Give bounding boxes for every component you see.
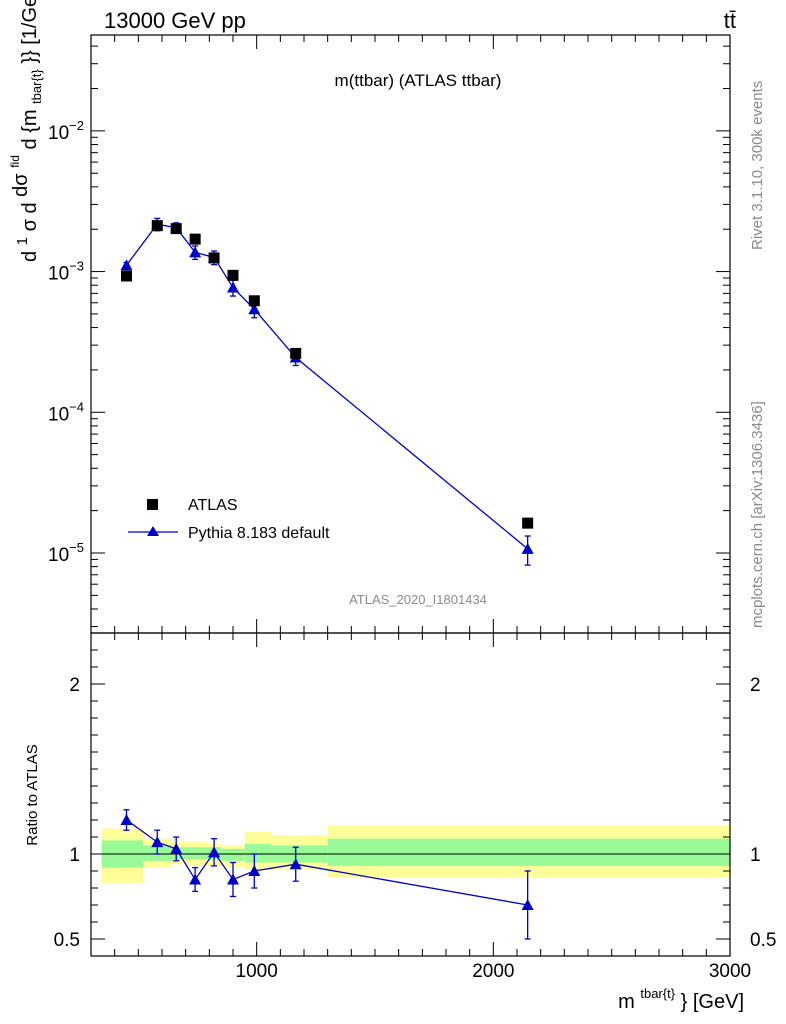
legend-mc-label: Pythia 8.183 default [188, 525, 330, 542]
atlas-point [151, 220, 163, 232]
ratio-point [120, 814, 133, 825]
main-axis-ticks [91, 35, 731, 633]
ratio-axis-ticks [91, 633, 731, 956]
main-y-tick-label: 10−4 [48, 399, 84, 425]
x-tick-label: 3000 [709, 961, 751, 982]
ylabel-dm: d {m [19, 110, 41, 150]
ylabel-d2: d [19, 202, 41, 213]
watermark: ATLAS_2020_I1801434 [349, 592, 487, 607]
mc-series [120, 217, 534, 566]
legend: ATLAS Pythia 8.183 default [128, 497, 330, 542]
ratio-panel: 0.5 0.5 1 1 2 2 1000 2000 3000 Ratio to ATLAS m … [24, 632, 777, 1013]
ratio-tick-labels: 0.5 0.5 1 1 2 2 1000 2000 3000 [54, 675, 777, 982]
tick-exponent: −4 [69, 399, 84, 414]
x-tick-label: 1000 [236, 961, 278, 982]
x-axis-label: m tbar{t} } [GeV] [618, 981, 744, 1013]
tick-base: 10 [48, 545, 69, 566]
tick-exponent: −5 [69, 540, 84, 555]
svg-text:d 1 σ: d 1 σ d dσ fid d {m tbar{t} }} [1/GeV] [2, 0, 46, 262]
ratio-point [208, 846, 221, 858]
mc-point [248, 303, 261, 315]
ylabel-d: d [19, 251, 41, 262]
mc-point [120, 259, 133, 271]
ylabel-fid: fid [8, 155, 22, 168]
atlas-point [522, 517, 534, 529]
xlabel-m: m [618, 991, 635, 1013]
atlas-point [208, 252, 220, 264]
main-y-tick-label: 10−5 [48, 540, 84, 566]
ratio-y-tick-label: 0.5 [54, 930, 80, 951]
energy-label: 13000 GeV pp [104, 8, 246, 33]
main-frame [90, 34, 731, 634]
xlabel-unit: } [GeV] [681, 991, 744, 1013]
ratio-point [151, 836, 164, 848]
ratio-y-tick-label: 2 [69, 675, 80, 696]
ratio-frame [90, 632, 731, 957]
ratio-point [227, 873, 239, 885]
mc-point [227, 281, 239, 293]
mcplots-label: mcplots.cern.ch [arXiv:1306.3436] [749, 401, 766, 628]
atlas-point [121, 270, 132, 282]
ylabel-unit: }} [1/GeV] [19, 0, 41, 64]
atlas-point [290, 347, 302, 359]
main-y-tick-labels: 10−210−310−410−5 [48, 118, 84, 566]
legend-atlas-marker [147, 499, 158, 510]
tick-base: 10 [48, 264, 69, 285]
ratio-point [289, 858, 302, 870]
rivet-label: Rivet 3.1.10, 300k events [749, 81, 766, 250]
tick-base: 10 [48, 404, 69, 425]
mc-line [125, 223, 529, 550]
xlabel-sup: tbar{t} [640, 986, 675, 1001]
data-series [121, 220, 534, 529]
ratio-y-tick-label-right: 0.5 [750, 930, 776, 951]
tick-exponent: −3 [69, 259, 84, 274]
atlas-point [189, 233, 201, 245]
ratio-y-tick-label-right: 2 [750, 675, 761, 696]
y-axis-label: d 1 σ d dσ fid d {m tbar{t} }} [1/GeV] [2, 0, 46, 262]
legend-mc-marker [147, 526, 159, 536]
ratio-y-tick-label-right: 1 [750, 845, 761, 866]
chart-title: m(ttbar) (ATLAS ttbar) [335, 71, 502, 90]
band-inner [221, 848, 245, 861]
atlas-point [227, 269, 239, 281]
main-y-tick-label: 10−2 [48, 118, 84, 144]
ratio-point [521, 899, 534, 910]
ratio-point [189, 873, 202, 885]
tick-base: 10 [48, 123, 69, 144]
ratio-y-tick-label: 1 [69, 845, 80, 866]
ratio-series [120, 809, 534, 940]
ratio-point [248, 865, 261, 876]
atlas-point [248, 295, 260, 307]
atlas-point [170, 223, 182, 235]
legend-atlas-label: ATLAS [188, 497, 238, 514]
x-tick-label: 2000 [472, 961, 514, 982]
ylabel-one: 1 [14, 237, 31, 245]
ylabel-dsigma: dσ [10, 173, 32, 197]
process-label: tt̄ [724, 8, 736, 33]
main-panel: m(ttbar) (ATLAS ttbar) ATLAS_2020_I18014… [2, 0, 731, 634]
ratio-point [170, 842, 183, 854]
ylabel-tbar: tbar{t} [29, 69, 44, 104]
ratio-y-label: Ratio to ATLAS [24, 744, 41, 845]
band-inner [185, 847, 207, 860]
mc-point [189, 246, 202, 258]
tick-exponent: −2 [69, 118, 84, 133]
band-inner [244, 843, 271, 863]
band-inner [327, 838, 730, 866]
mc-point [521, 542, 534, 554]
ylabel-sigma: σ [19, 218, 41, 231]
main-y-tick-label: 10−3 [48, 259, 84, 285]
